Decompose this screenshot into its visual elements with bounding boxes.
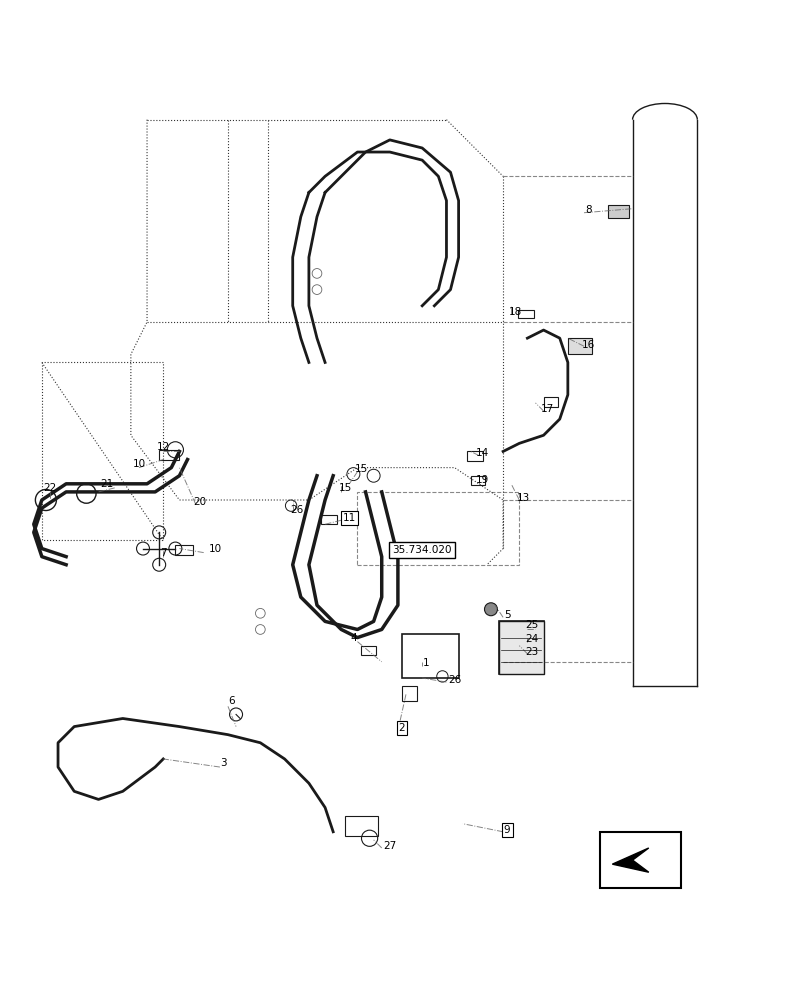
Text: 35.734.020: 35.734.020 [392,545,452,555]
Text: 1: 1 [423,658,429,668]
Text: 27: 27 [383,841,396,851]
Bar [470,476,485,485]
Bar [499,621,543,674]
Text: 21: 21 [100,479,113,489]
Text: 10: 10 [209,544,222,554]
Text: 20: 20 [193,497,206,507]
Text: 3: 3 [221,758,227,768]
Text: 5: 5 [503,610,510,620]
Text: 8: 8 [584,205,590,215]
Text: 10: 10 [132,459,145,469]
Text: 4: 4 [350,633,356,643]
Bar [466,451,483,461]
Text: 12: 12 [157,442,169,452]
Text: 24: 24 [524,634,538,644]
Bar [175,545,193,555]
Bar [499,621,543,674]
Text: 7: 7 [160,548,166,558]
Text: 11: 11 [342,513,355,523]
Text: 15: 15 [354,464,367,474]
Text: 26: 26 [290,505,303,515]
Bar [599,832,680,888]
Circle shape [484,603,497,616]
Bar [345,816,377,836]
Bar [320,515,337,524]
Text: 23: 23 [524,647,538,657]
Text: 6: 6 [229,696,235,706]
Bar [401,634,458,678]
Text: 16: 16 [581,340,594,350]
Text: 18: 18 [508,307,521,317]
Text: 15: 15 [338,483,351,493]
Text: 19: 19 [476,475,489,485]
Bar [567,338,591,354]
Text: 13: 13 [516,493,530,503]
Bar [543,397,557,407]
Text: 2: 2 [398,723,405,733]
Bar [159,450,179,460]
Bar [401,686,416,701]
Text: 25: 25 [524,620,538,630]
Text: 22: 22 [43,483,57,493]
Bar [517,310,533,318]
Bar [357,492,519,565]
Bar [361,646,375,655]
Text: 26: 26 [448,675,461,685]
Polygon shape [611,848,648,872]
Bar [607,205,628,218]
Text: 17: 17 [540,404,554,414]
Text: 14: 14 [476,448,489,458]
Text: 9: 9 [503,825,510,835]
